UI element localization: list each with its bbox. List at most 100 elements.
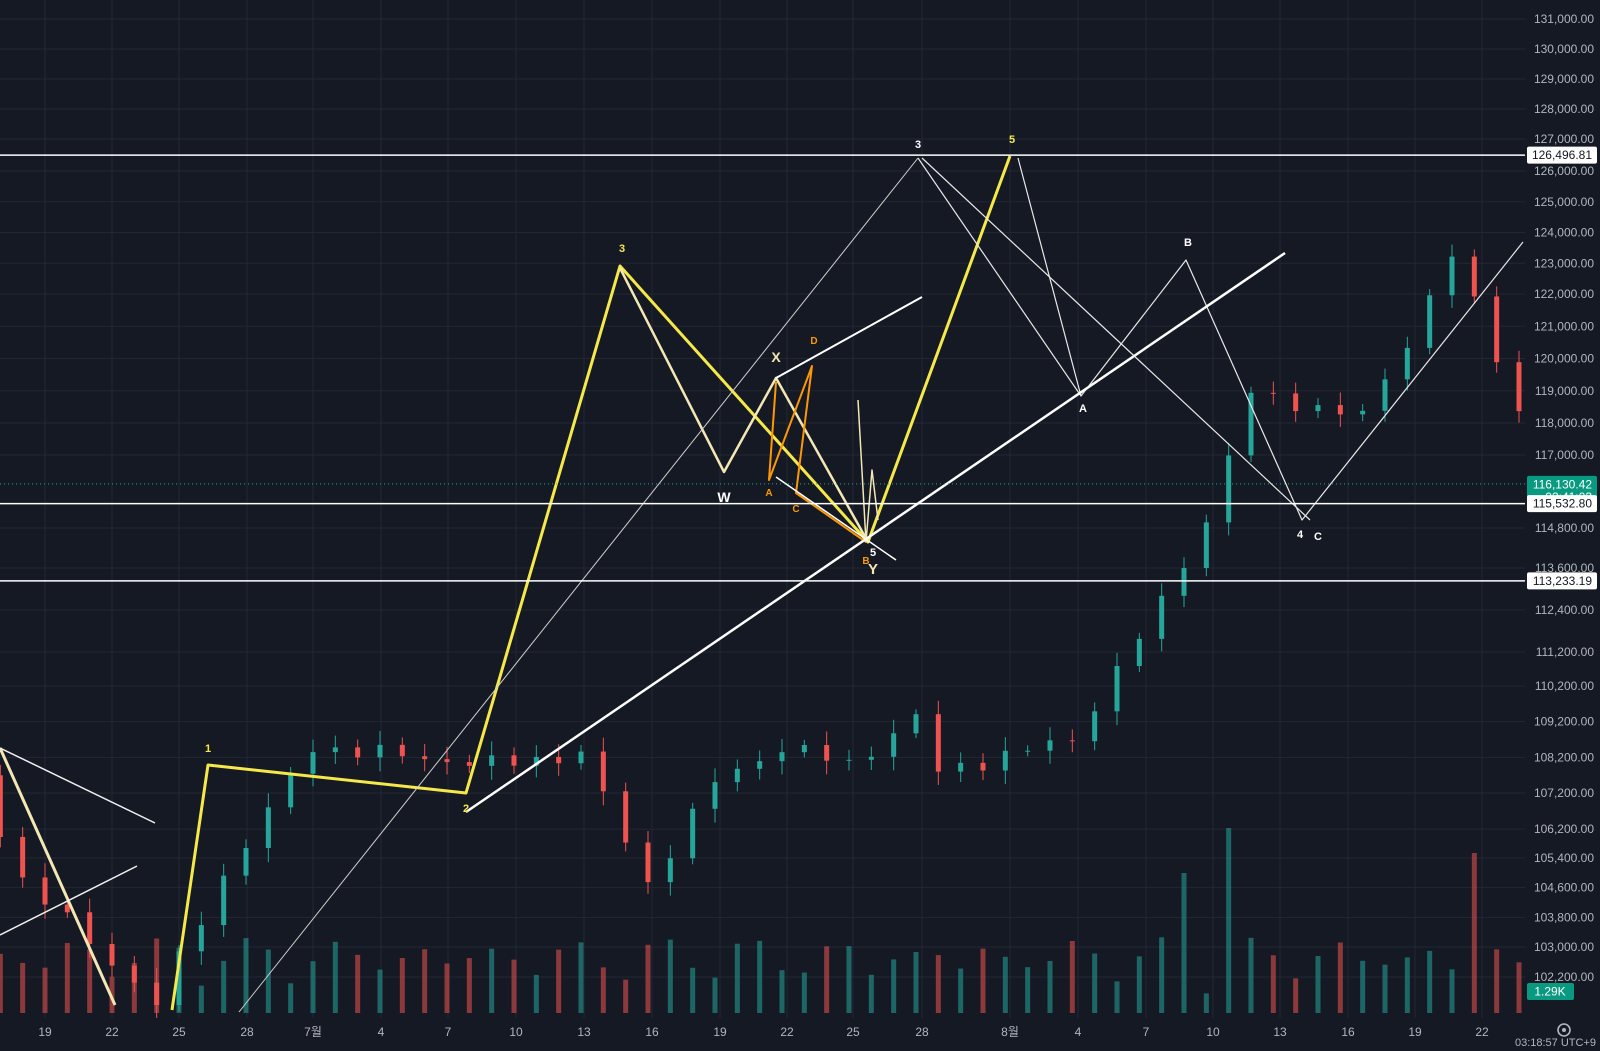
price-badge — [1527, 495, 1597, 513]
abcde-triangle — [768, 365, 867, 543]
price-tick-label: 129,000.00 — [1534, 72, 1594, 86]
date-tick-label: 25 — [172, 1025, 186, 1039]
candle-body — [1114, 665, 1120, 712]
candle-body — [1337, 405, 1343, 415]
candle-body — [1427, 295, 1433, 348]
wave-label: 5 — [870, 547, 876, 559]
price-badge-label: 116,130.42 — [1533, 477, 1592, 491]
price-tick-label: 103,800.00 — [1534, 910, 1594, 924]
price-tick-label: 104,600.00 — [1534, 881, 1594, 895]
candle-body — [243, 848, 249, 876]
date-tick-label: 19 — [713, 1025, 727, 1039]
price-tick-label: 113,600.00 — [1535, 561, 1594, 575]
date-tick-label: 19 — [38, 1025, 52, 1039]
candle-body — [1248, 392, 1254, 456]
volume-bar — [1337, 942, 1343, 1013]
price-tick-label: 120,000.00 — [1534, 352, 1594, 366]
volume-bar — [734, 943, 740, 1013]
trendline-thin — [238, 157, 919, 1013]
wave-label: A — [765, 488, 772, 499]
wave-label: D — [810, 336, 817, 347]
candle-body — [20, 836, 26, 878]
volume-bar — [891, 959, 897, 1013]
candle-body — [533, 756, 539, 766]
volume-bar — [1181, 873, 1187, 1013]
date-tick-label: 10 — [1206, 1025, 1220, 1039]
wave-label: Y — [868, 561, 878, 578]
candle-body — [712, 782, 718, 809]
volume-bar — [511, 959, 517, 1013]
candle-body — [355, 747, 361, 758]
candle-body — [377, 744, 383, 758]
channel-line — [0, 747, 156, 824]
candle-body — [645, 842, 651, 883]
horizontal-levels[interactable] — [0, 154, 1525, 582]
wave-label: 3 — [619, 243, 625, 255]
channel-line — [0, 865, 138, 936]
impulse-wave-yellow — [170, 155, 1012, 1011]
volume-bar — [87, 949, 93, 1013]
candle-body — [1025, 750, 1031, 752]
candle-body — [444, 759, 450, 763]
volume-bar — [1494, 949, 1500, 1013]
volume-bar — [377, 969, 383, 1013]
candle-body — [1516, 362, 1522, 412]
price-tick-label: 124,000.00 — [1534, 226, 1594, 240]
price-tick-label: 109,200.00 — [1534, 715, 1594, 729]
volume-bar — [1516, 962, 1522, 1013]
candle-body — [131, 965, 137, 983]
candle-body — [891, 733, 897, 757]
candle-body — [779, 752, 785, 762]
candle-body — [846, 759, 852, 761]
candle-body — [1360, 410, 1366, 415]
volume-bar — [958, 968, 964, 1013]
price-tick-label: 106,200.00 — [1534, 822, 1594, 836]
candle-body — [690, 808, 696, 859]
wave-label: 5 — [1009, 134, 1015, 146]
status-clock: 03:18:57 UTC+9 — [1514, 1037, 1596, 1049]
candle-body — [1047, 740, 1053, 751]
candle-body — [265, 807, 271, 849]
volume-bar — [1136, 956, 1142, 1013]
volume-bar — [1382, 964, 1388, 1013]
date-tick-label: 7 — [1143, 1025, 1150, 1039]
volume-bar — [623, 979, 629, 1013]
price-badge — [1527, 572, 1597, 590]
candle-body — [801, 745, 807, 753]
volume-bar — [64, 943, 70, 1013]
candle-body — [1159, 595, 1165, 639]
volume-bar — [1226, 828, 1232, 1013]
date-tick-label: 22 — [105, 1025, 119, 1039]
date-tick-label: 7월 — [304, 1025, 322, 1039]
candle-body — [1136, 638, 1142, 666]
candle-body — [198, 925, 204, 952]
wave-label: 3 — [915, 139, 921, 151]
volume-bar — [1025, 967, 1031, 1013]
candle-body — [332, 747, 338, 753]
price-tick-label: 102,200.00 — [1534, 970, 1594, 984]
candle-body — [0, 775, 3, 837]
price-tick-label: 122,000.00 — [1534, 287, 1594, 301]
price-tick-label: 114,800.00 — [1535, 521, 1594, 535]
volume-bar — [935, 955, 941, 1013]
candle-body — [935, 714, 941, 772]
volume-bar — [489, 948, 495, 1013]
price-tick-label: 107,200.00 — [1534, 786, 1594, 800]
volume-badge — [1527, 983, 1574, 1000]
volume-bar — [824, 946, 830, 1013]
date-tick-label: 25 — [846, 1025, 860, 1039]
candle-body — [154, 982, 160, 1006]
volume-bar — [913, 952, 919, 1013]
volume-bar — [600, 967, 606, 1013]
volume-bar — [422, 949, 428, 1013]
volume-bar — [1449, 969, 1455, 1013]
volume-bar — [310, 961, 316, 1013]
candle-body — [667, 858, 673, 883]
price-tick-label: 126,000.00 — [1534, 164, 1594, 178]
candle-body — [958, 762, 964, 772]
candle-body — [466, 762, 472, 766]
candle-body — [87, 912, 93, 945]
